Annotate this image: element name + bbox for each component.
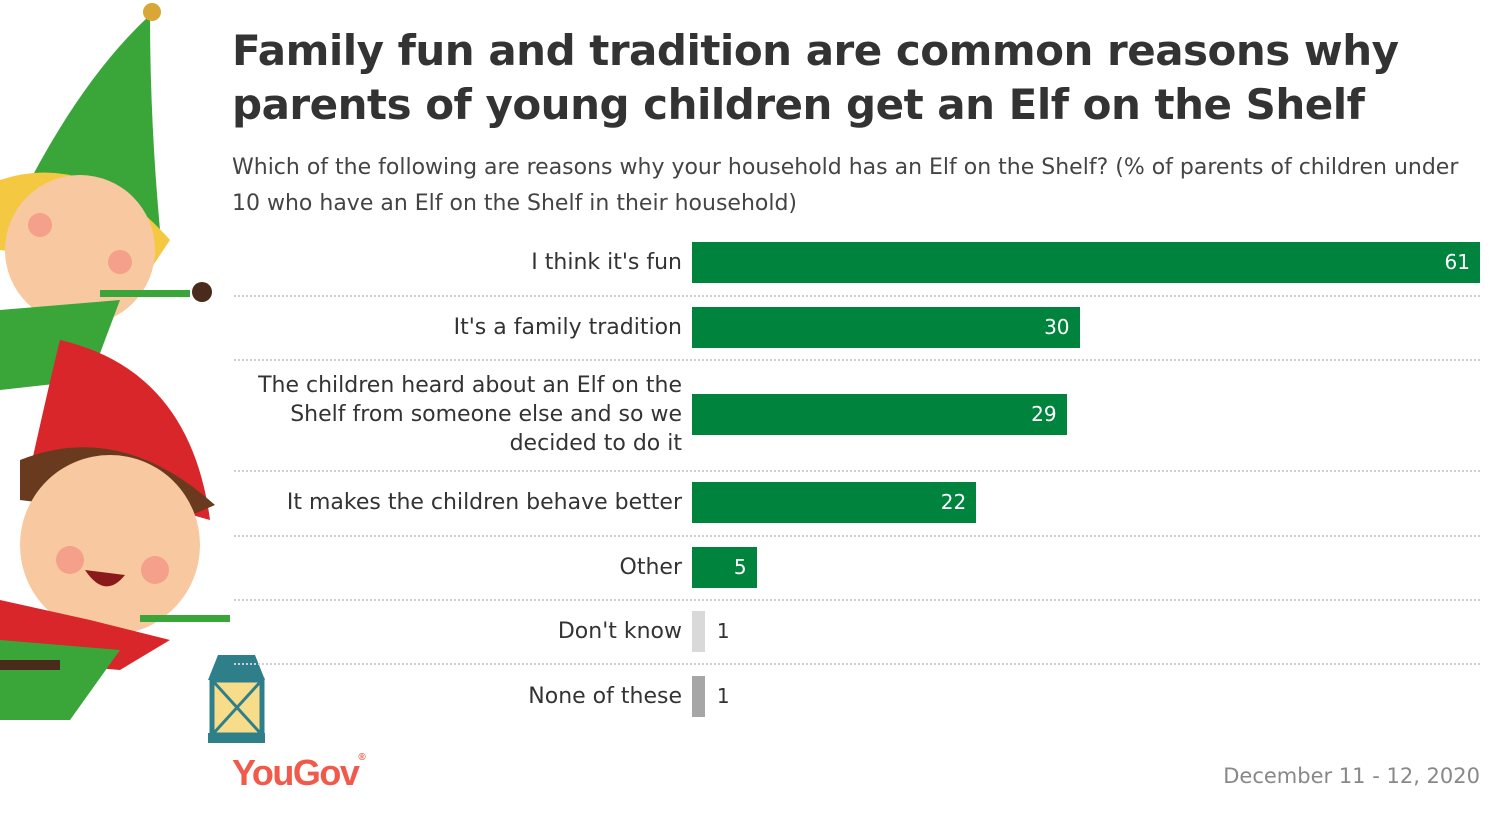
yougov-logo: YouGov® bbox=[232, 752, 366, 793]
red-elf bbox=[0, 340, 230, 720]
data-label: 22 bbox=[940, 490, 967, 514]
elf-illustration bbox=[0, 3, 265, 743]
data-label: 1 bbox=[716, 619, 730, 643]
bar bbox=[692, 611, 705, 652]
data-label: 29 bbox=[1031, 402, 1057, 426]
brand-name: YouGov bbox=[232, 752, 360, 793]
category-label: Other bbox=[619, 554, 682, 580]
data-label: 1 bbox=[716, 684, 730, 708]
bar bbox=[692, 547, 757, 588]
bar bbox=[692, 482, 977, 523]
survey-date: December 11 - 12, 2020 bbox=[1223, 764, 1480, 788]
bar bbox=[692, 307, 1080, 348]
category-label: The children heard about an Elf on the S… bbox=[258, 372, 682, 456]
row-divider bbox=[234, 599, 1480, 601]
data-label: 61 bbox=[1444, 250, 1470, 274]
bar bbox=[692, 676, 705, 717]
bar bbox=[692, 394, 1067, 435]
row-divider bbox=[234, 295, 1480, 297]
category-label: It makes the children behave better bbox=[286, 489, 682, 515]
data-label: 30 bbox=[1044, 315, 1070, 339]
row-divider bbox=[234, 535, 1480, 537]
category-label: I think it's fun bbox=[531, 249, 682, 275]
category-label: Don't know bbox=[557, 618, 682, 644]
lantern-icon bbox=[208, 655, 265, 743]
row-divider bbox=[234, 470, 1480, 472]
row-divider bbox=[234, 663, 1480, 665]
category-label: It's a family tradition bbox=[453, 314, 682, 340]
row-divider bbox=[234, 359, 1480, 361]
bar bbox=[692, 242, 1480, 283]
chart-subtitle: Which of the following are reasons why y… bbox=[232, 155, 1459, 216]
category-label: None of these bbox=[528, 683, 682, 709]
chart-title: Family fun and tradition are common reas… bbox=[232, 26, 1399, 129]
data-label: 5 bbox=[733, 555, 747, 579]
green-elf bbox=[0, 3, 212, 390]
